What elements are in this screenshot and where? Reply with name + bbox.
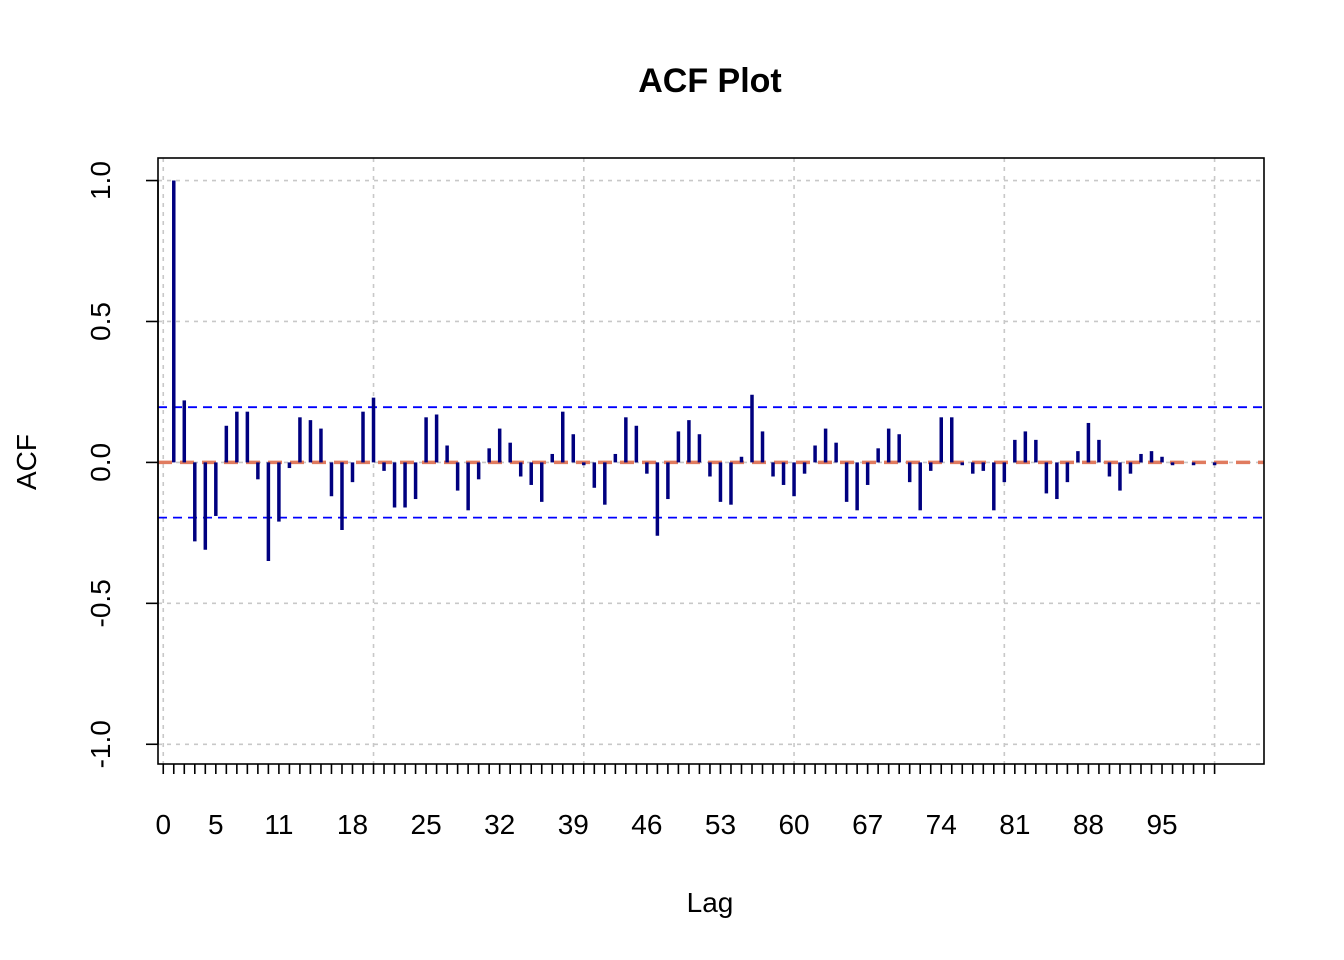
x-tick-label: 18 bbox=[337, 809, 368, 840]
x-axis: 0 5 11 18 25 32 39 46 53 60 67 74 81 88 95 bbox=[155, 764, 1216, 840]
x-tick-label: 25 bbox=[411, 809, 442, 840]
y-axis: 1.0 0.5 0.0 -0.5 -1.0 bbox=[85, 161, 159, 768]
acf-bars bbox=[172, 180, 1217, 562]
y-tick-label: -1.0 bbox=[85, 720, 116, 768]
x-tick-label: 95 bbox=[1146, 809, 1177, 840]
x-tick-label: 5 bbox=[208, 809, 224, 840]
x-tick-label: 88 bbox=[1073, 809, 1104, 840]
y-tick-label: 0.5 bbox=[85, 302, 116, 341]
x-tick-label: 74 bbox=[926, 809, 957, 840]
x-tick-label: 39 bbox=[558, 809, 589, 840]
y-tick-label: 0.0 bbox=[85, 443, 116, 482]
chart-title: ACF Plot bbox=[638, 62, 782, 100]
y-axis-label: ACF bbox=[11, 434, 42, 490]
x-axis-label: Lag bbox=[687, 887, 734, 918]
x-tick-label: 81 bbox=[999, 809, 1030, 840]
x-tick-label: 32 bbox=[484, 809, 515, 840]
x-tick-label: 46 bbox=[631, 809, 662, 840]
x-tick-label: 67 bbox=[852, 809, 883, 840]
y-tick-label: 1.0 bbox=[85, 161, 116, 200]
x-tick-label: 11 bbox=[264, 809, 293, 840]
x-tick-label: 60 bbox=[778, 809, 809, 840]
x-tick-label: 0 bbox=[155, 809, 171, 840]
x-tick-label: 53 bbox=[705, 809, 736, 840]
y-tick-label: -0.5 bbox=[85, 579, 116, 627]
